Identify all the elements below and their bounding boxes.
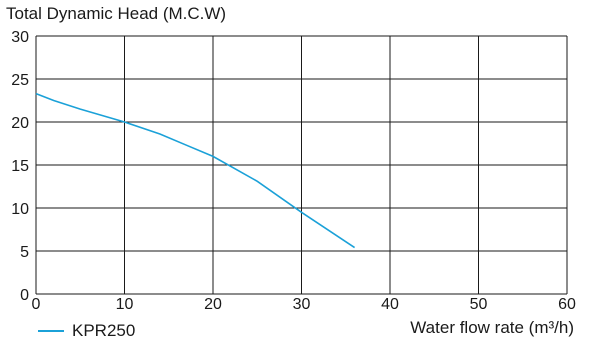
- y-axis-title: Total Dynamic Head (M.C.W): [6, 4, 227, 23]
- series-layer: [35, 92, 356, 249]
- legend: KPR250: [38, 321, 135, 341]
- x-tick-label: 60: [558, 296, 576, 313]
- tick-labels: 0 10 20 30 40 50 60 0 5 10 15 20 25 30: [11, 29, 576, 313]
- x-tick-label: 20: [204, 296, 222, 313]
- x-tick-label: 0: [32, 296, 41, 313]
- x-tick-label: 30: [293, 296, 311, 313]
- x-tick-label: 10: [116, 296, 134, 313]
- y-tick-label: 20: [11, 115, 29, 132]
- y-tick-label: 0: [20, 287, 29, 304]
- x-tick-label: 40: [381, 296, 399, 313]
- y-tick-label: 5: [20, 244, 29, 261]
- series-line: [35, 92, 356, 249]
- y-tick-label: 10: [11, 201, 29, 218]
- legend-label: KPR250: [72, 321, 136, 340]
- y-tick-label: 25: [11, 72, 29, 89]
- grid: [35, 35, 568, 295]
- y-tick-label: 15: [11, 158, 29, 175]
- legend-swatch: [38, 330, 64, 332]
- x-tick-label: 50: [470, 296, 488, 313]
- y-tick-label: 30: [11, 29, 29, 46]
- x-axis-title: Water flow rate (m³/h): [410, 318, 574, 337]
